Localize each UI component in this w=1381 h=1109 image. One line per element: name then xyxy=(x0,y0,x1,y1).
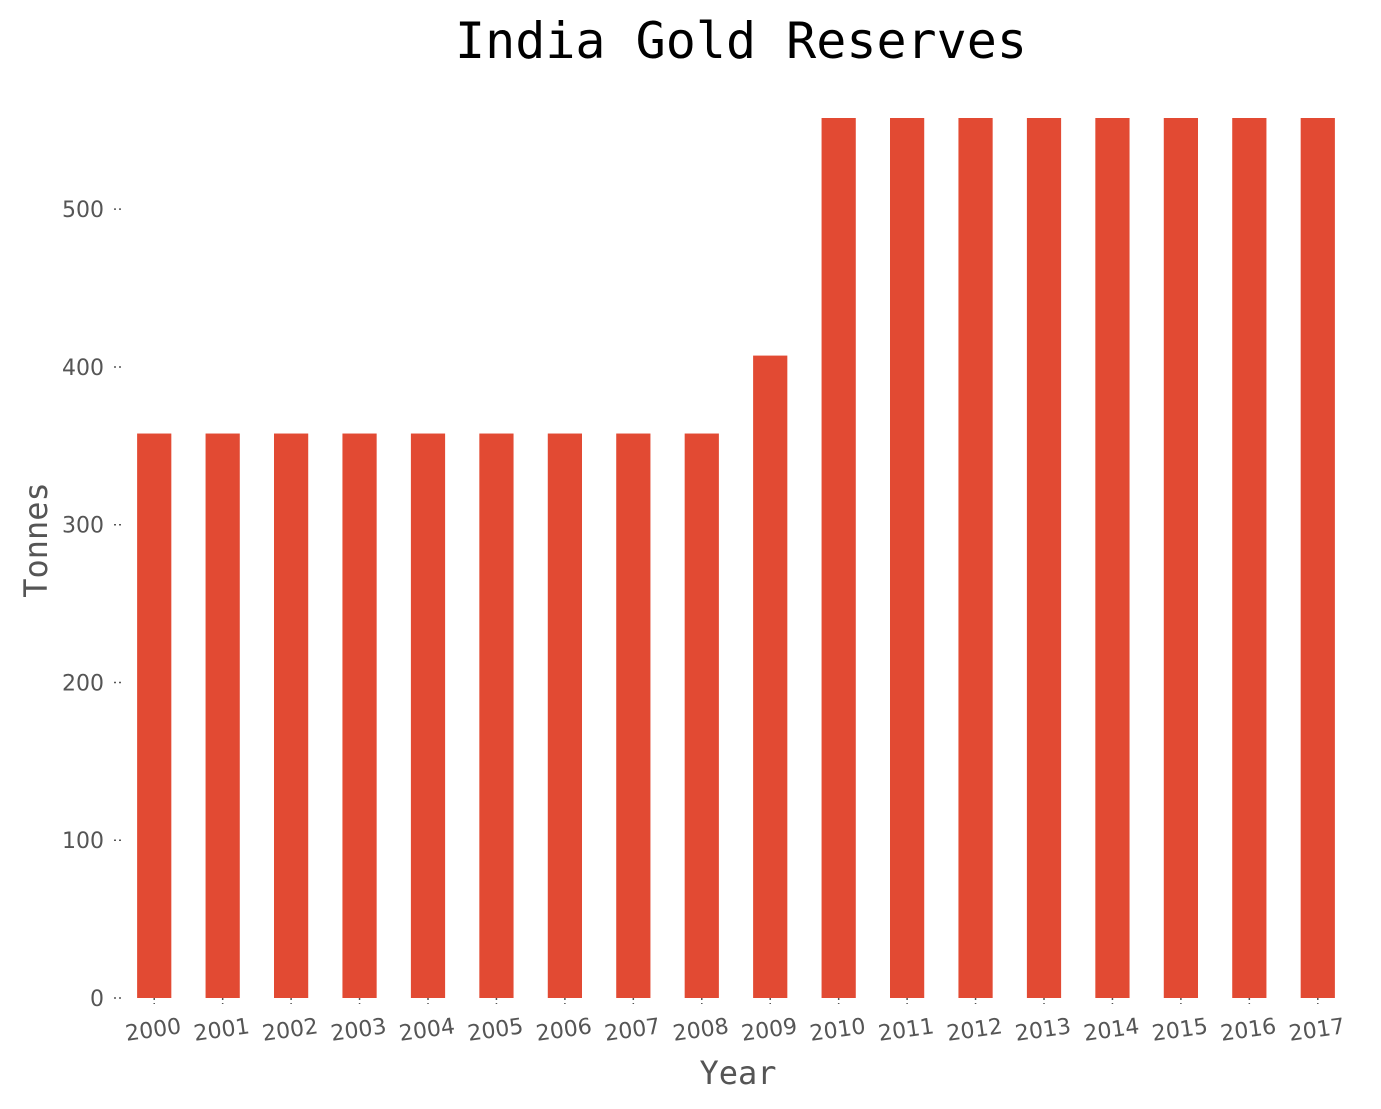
bar-2014 xyxy=(1095,118,1130,998)
bar-2003 xyxy=(342,433,377,998)
bar-2007 xyxy=(616,433,651,998)
x-tick-label: 2012 xyxy=(945,1014,1004,1047)
bar-2006 xyxy=(547,433,582,998)
y-tick-label: 100 xyxy=(62,829,104,854)
bar-2005 xyxy=(479,433,514,998)
x-tick-label: 2016 xyxy=(1219,1014,1278,1047)
x-tick-label: 2002 xyxy=(261,1014,320,1047)
y-tick-label: 500 xyxy=(62,198,104,223)
bar-2008 xyxy=(684,433,719,998)
chart-title: India Gold Reserves xyxy=(455,12,1027,70)
bar-2004 xyxy=(410,433,446,998)
x-tick-label: 2006 xyxy=(535,1014,594,1047)
bars-group xyxy=(137,118,1335,999)
bar-2010 xyxy=(821,118,856,998)
x-tick-label: 2014 xyxy=(1082,1014,1141,1047)
x-tick-label: 2005 xyxy=(466,1014,525,1047)
y-axis-label: Tonnes xyxy=(17,482,55,598)
x-tick-label: 2008 xyxy=(671,1014,730,1047)
y-axis-ticks: 0 100 200 300 400 500 xyxy=(62,198,124,1012)
x-axis-label: Year xyxy=(699,1054,776,1092)
bar-2000 xyxy=(137,433,172,998)
x-tick-label: 2013 xyxy=(1014,1014,1073,1047)
x-tick-label: 2003 xyxy=(329,1014,388,1047)
x-tick-label: 2011 xyxy=(877,1014,936,1047)
bar-2009 xyxy=(753,355,788,999)
x-tick-label: 2017 xyxy=(1287,1014,1346,1047)
x-tick-label: 2015 xyxy=(1151,1014,1210,1047)
x-tick-label: 2007 xyxy=(603,1014,662,1047)
x-tick-label: 2004 xyxy=(398,1014,457,1047)
x-tick-label: 2000 xyxy=(124,1014,183,1047)
y-tick-label: 0 xyxy=(90,987,104,1012)
y-tick-label: 300 xyxy=(62,514,104,539)
bar-2002 xyxy=(274,433,309,998)
bar-2013 xyxy=(1026,118,1062,998)
y-tick-label: 200 xyxy=(62,671,104,696)
bar-2001 xyxy=(205,433,240,998)
bar-2015 xyxy=(1163,118,1198,998)
bar-2017 xyxy=(1300,118,1335,998)
y-tick-label: 400 xyxy=(62,356,104,381)
x-tick-label: 2001 xyxy=(192,1014,251,1047)
bar-2012 xyxy=(958,118,993,998)
bar-2011 xyxy=(890,118,925,998)
bar-2016 xyxy=(1232,118,1267,998)
x-axis-ticks: 2000 2001 2002 2003 2004 2005 2006 2007 2008 2009… xyxy=(124,998,1346,1047)
x-tick-label: 2009 xyxy=(740,1014,799,1047)
x-tick-label: 2010 xyxy=(808,1014,867,1047)
